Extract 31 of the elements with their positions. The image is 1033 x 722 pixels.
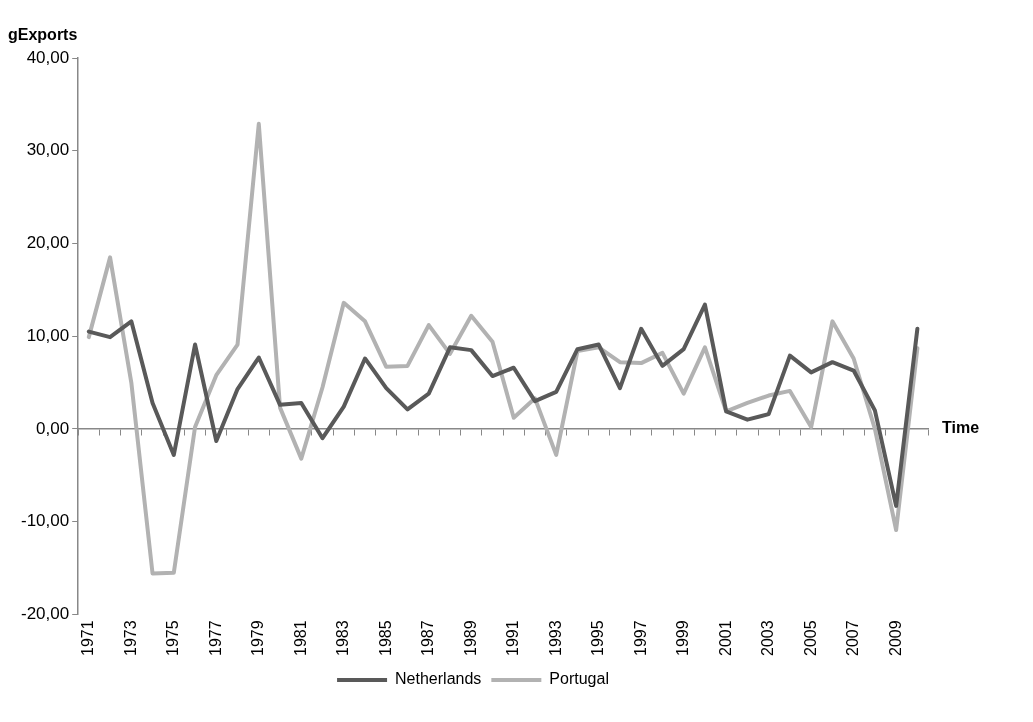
x-tick-label: 1979 xyxy=(249,620,267,656)
x-axis-title: Time xyxy=(942,419,980,437)
x-tick-label: 1991 xyxy=(504,620,522,656)
y-tick-label: -20,00 xyxy=(21,604,70,624)
x-tick-label: 1987 xyxy=(419,620,437,656)
y-tick-label: 40,00 xyxy=(26,47,70,67)
x-tick-label: 1985 xyxy=(376,620,394,656)
legend-label: Portugal xyxy=(549,670,609,688)
x-tick-label: 1973 xyxy=(121,620,139,656)
x-tick-label: 1981 xyxy=(291,620,309,656)
y-axis-title: gExports xyxy=(8,26,78,44)
y-tick-label: 10,00 xyxy=(26,325,70,345)
x-tick-label: 2001 xyxy=(716,620,734,656)
x-tick-label: 1977 xyxy=(206,620,224,656)
y-tick-label: 0,00 xyxy=(36,418,70,438)
y-tick-label: -10,00 xyxy=(21,511,70,531)
x-tick-label: 1999 xyxy=(674,620,692,656)
x-tick-label: 1975 xyxy=(164,620,182,656)
x-tick-label: 1995 xyxy=(589,620,607,656)
x-tick-label: 1993 xyxy=(546,620,564,656)
y-tick-label: 30,00 xyxy=(26,140,70,160)
x-tick-label: 2003 xyxy=(759,620,777,656)
x-tick-label: 1989 xyxy=(461,620,479,656)
x-tick-label: 2009 xyxy=(886,620,904,656)
x-tick-label: 2005 xyxy=(801,620,819,656)
x-tick-label: 1997 xyxy=(631,620,649,656)
legend-label: Netherlands xyxy=(395,670,482,688)
y-tick-label: 20,00 xyxy=(26,233,70,253)
x-tick-label: 2007 xyxy=(844,620,862,656)
x-tick-label: 1971 xyxy=(79,620,97,656)
x-tick-label: 1983 xyxy=(334,620,352,656)
